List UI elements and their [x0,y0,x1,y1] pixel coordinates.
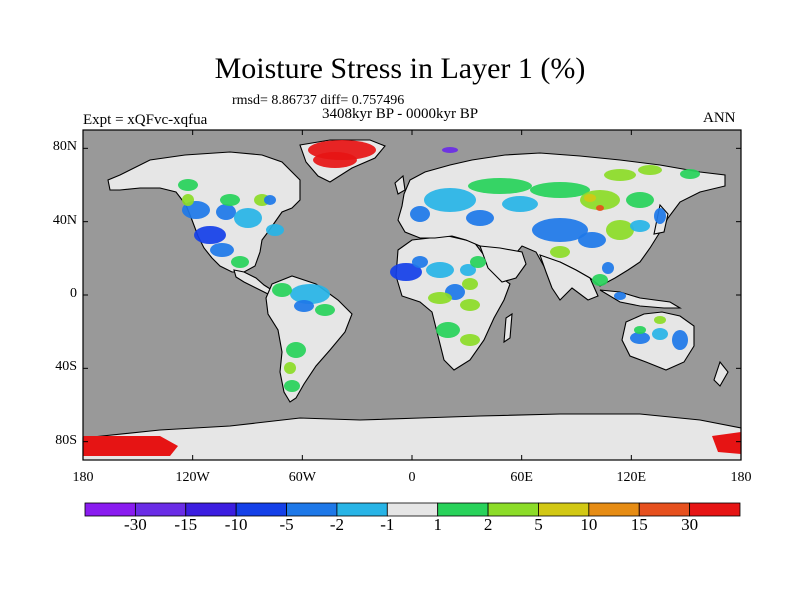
lon-tick-label: 60E [510,470,533,485]
lon-tick-label: 0 [408,470,416,485]
period-label: 3408kyr BP - 0000kyr BP [322,106,479,122]
anomaly-patch [578,232,606,248]
anomaly-patch [530,182,590,198]
anomaly-patch [462,278,478,290]
colorbar-label: -1 [380,515,395,534]
experiment-label: Expt = xQFvc-xqfua [83,112,208,128]
lat-tick-label: 80N [52,139,77,155]
colorbar-label: -10 [224,515,248,534]
anomaly-patch [428,292,452,304]
colorbar-label: 2 [483,515,493,534]
stats-line: rmsd= 8.86737 diff= 0.757496 [232,93,405,108]
anomaly-patch [194,226,226,244]
colorbar-label: 30 [681,515,699,534]
map-title: Moisture Stress in Layer 1 (%) [214,52,586,85]
lon-tick-label: 60W [288,470,316,485]
colorbar-label: -15 [174,515,198,534]
anomaly-patch [272,283,292,297]
anomaly-patch [654,316,666,324]
anomaly-patch [630,332,650,344]
colorbar-label: -5 [279,515,294,534]
anomaly-patch [466,210,494,226]
colorbar-box [689,502,741,517]
anomaly-patch [286,342,306,358]
anomaly-patch [602,262,614,274]
anomaly-patch [638,165,662,175]
lon-tick-label: 180 [730,470,752,485]
colorbar-label: -2 [329,515,345,534]
anomaly-patch [436,322,460,338]
lat-tick-label: 0 [70,286,77,301]
anomaly-patch [426,262,454,278]
colorbar-label: 15 [630,515,648,534]
anomaly-patch [182,194,194,206]
anomaly-patch [220,194,240,206]
anomaly-patch [284,362,296,374]
lat-tick-label: 40N [52,212,77,228]
season-label: ANN [703,110,736,126]
anomaly-patch [178,179,198,191]
map-layers [82,129,742,461]
colorbar-label: 10 [580,515,598,534]
colorbar-box [437,502,489,517]
anomaly-patch [680,169,700,179]
colorbar-label: 5 [534,515,543,534]
landmass-madagascar [503,312,513,344]
anomaly-patch [596,205,604,211]
landmass-indochina-india [539,254,599,301]
anomaly-patch-antarctic-east [712,432,741,454]
anomaly-patch [604,169,636,181]
anomaly-patch [234,208,262,228]
anomaly-patch [468,178,532,194]
lon-tick-label: 180 [72,470,94,485]
anomaly-patch [460,334,480,346]
landmass-arabia [479,245,527,283]
anomaly-patch [584,194,596,202]
lat-tick-label: 80S [55,432,77,448]
lat-tick-label: 40S [55,359,77,375]
anomaly-patch [294,300,314,312]
anomaly-patch [284,380,300,392]
anomaly-patch-antarctic-west [83,436,178,456]
anomaly-patch [412,256,428,268]
anomaly-patch [313,152,357,168]
anomaly-patch [606,220,634,240]
anomaly-patch [424,188,476,212]
anomaly-patch [290,284,330,304]
anomaly-patch [442,147,458,153]
anomaly-patch [470,256,486,268]
colorbar-label: -30 [124,515,147,534]
anomaly-patch [626,192,654,208]
anomaly-patch [264,195,276,205]
anomaly-patch [460,264,476,276]
anomaly-patch [315,304,335,316]
anomaly-patch [266,224,284,236]
lon-tick-label: 120W [175,470,210,485]
anomaly-patch [672,330,688,350]
anomaly-patch [634,326,646,334]
anomaly-patch [652,328,668,340]
anomaly-patch [502,196,538,212]
landmass-new-zealand [713,360,729,387]
anomaly-patch [614,292,626,300]
anomaly-patch [592,274,608,286]
anomaly-patch [460,299,480,311]
colorbar-box [386,502,439,517]
anomaly-patch [410,206,430,222]
anomaly-patch [231,256,249,268]
colorbar-box [487,502,539,517]
anomaly-patch [532,218,588,242]
lon-tick-label: 120E [616,470,647,485]
landmass-uk [394,174,406,195]
colorbar-label: 1 [433,515,442,534]
anomaly-patch [210,243,234,257]
anomaly-patch [630,220,650,232]
anomaly-patch [216,204,236,220]
anomaly-patch [654,208,666,224]
anomaly-patch [550,246,570,258]
anomaly-patch [390,263,422,281]
